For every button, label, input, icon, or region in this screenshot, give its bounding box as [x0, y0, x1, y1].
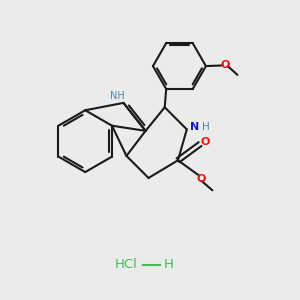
Text: H: H — [164, 258, 174, 271]
Text: O: O — [201, 137, 210, 147]
Text: O: O — [220, 60, 230, 70]
Text: NH: NH — [110, 92, 124, 101]
Text: HCl: HCl — [115, 258, 138, 271]
Text: H: H — [202, 122, 210, 132]
Text: N: N — [190, 122, 200, 132]
Text: O: O — [196, 174, 206, 184]
